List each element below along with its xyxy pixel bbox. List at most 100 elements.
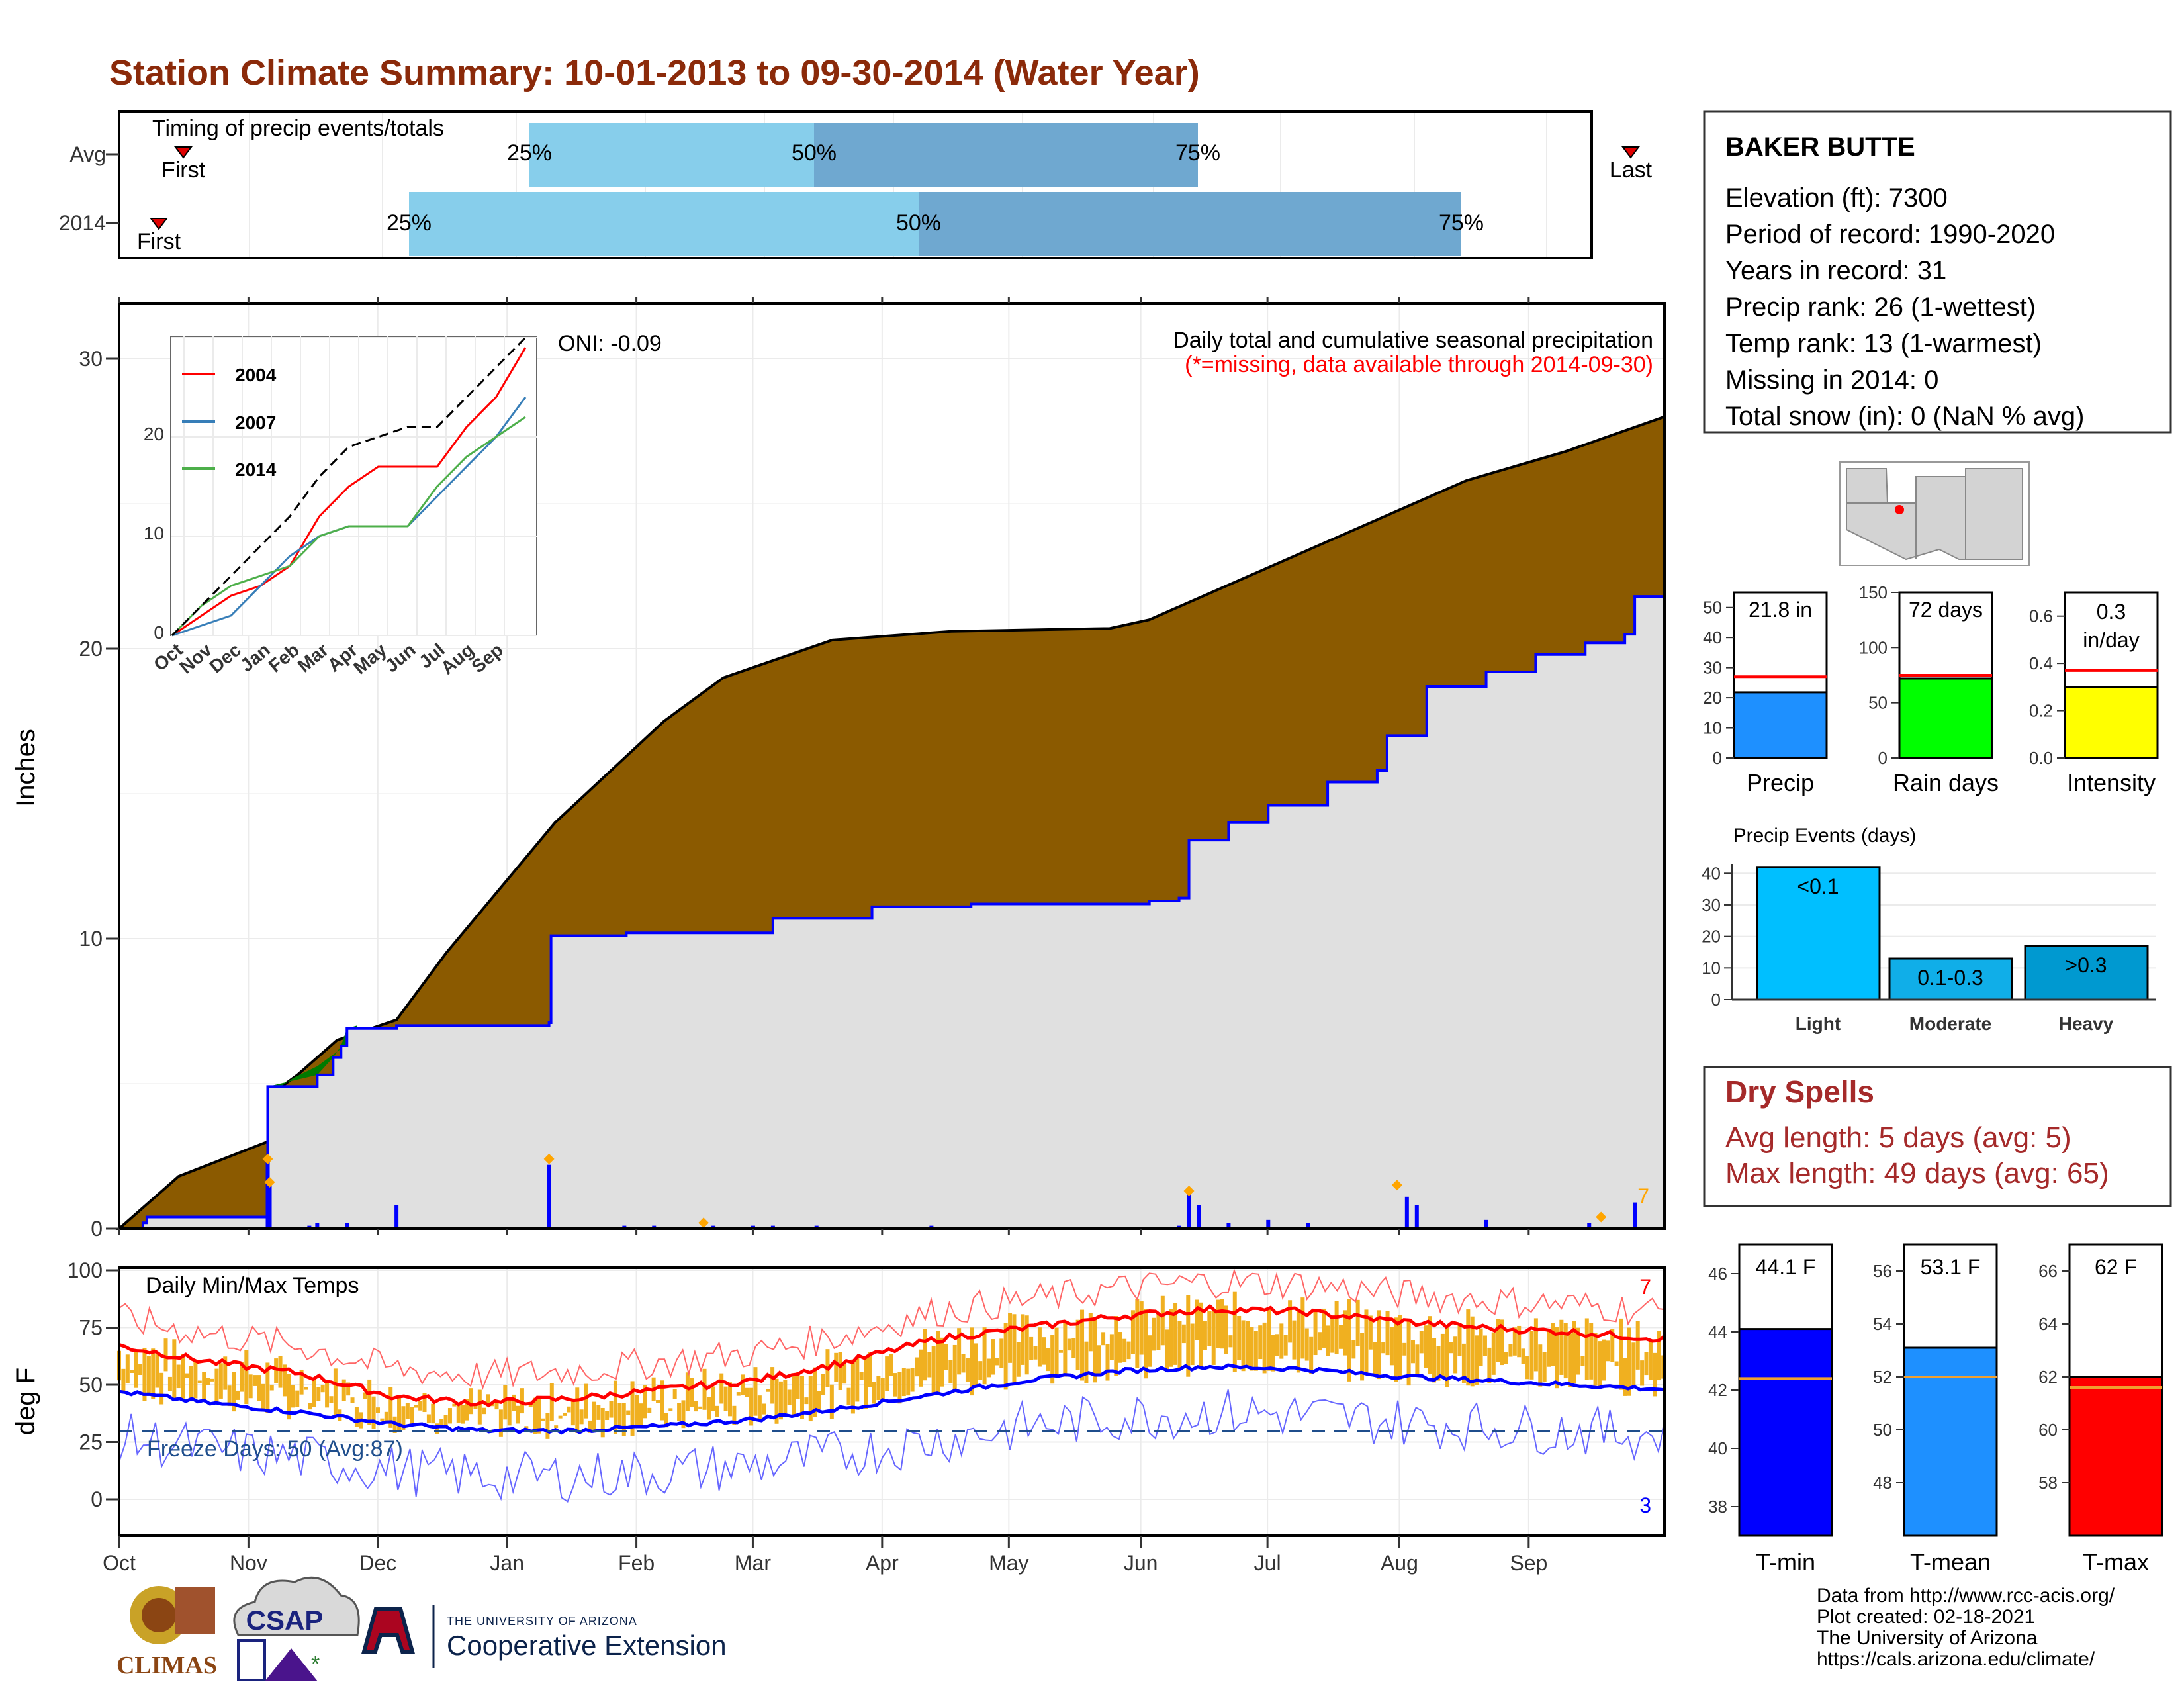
- temp-range-bar: [274, 1358, 279, 1383]
- temp-range-bar: [948, 1360, 953, 1383]
- daily-precip-bar: [1306, 1223, 1310, 1229]
- temp-range-bar: [1279, 1323, 1284, 1359]
- timing-row-year: 2014: [59, 211, 106, 235]
- temp-range-bar: [1606, 1340, 1610, 1362]
- temp-range-bar: [915, 1357, 919, 1377]
- temp-range-bar: [354, 1407, 359, 1427]
- temp-range-bar: [1504, 1352, 1509, 1364]
- temp-range-bar: [1538, 1344, 1543, 1387]
- year-first-label: First: [137, 229, 181, 254]
- temp-range-bar: [134, 1349, 138, 1388]
- temp-range-bar: [1445, 1325, 1449, 1388]
- temp-range-bar: [1195, 1299, 1199, 1340]
- temp-range-bar: [512, 1394, 516, 1411]
- events-bar-tag: >0.3: [2065, 953, 2107, 977]
- temp-range-bar: [422, 1393, 427, 1413]
- temp-range-bar: [1165, 1329, 1169, 1372]
- temp-range-bar: [1521, 1348, 1525, 1364]
- year-cumulative-area: [119, 595, 1666, 1230]
- temp-range-bar: [261, 1383, 265, 1409]
- temp-range-bar: [452, 1403, 457, 1407]
- temp-range-bar: [299, 1369, 304, 1395]
- temp-range-bar: [1500, 1319, 1504, 1366]
- temp-range-bar: [465, 1399, 469, 1421]
- temp-range-bar: [269, 1384, 274, 1391]
- temp-range-bar: [1568, 1333, 1572, 1387]
- temp-range-bar: [1496, 1319, 1500, 1362]
- temp-range-bar: [494, 1401, 499, 1410]
- temp-range-bar: [1304, 1328, 1309, 1361]
- temp-range-bar: [999, 1338, 1004, 1368]
- temp-range-bar: [1220, 1299, 1224, 1349]
- temp-range-bar: [265, 1362, 270, 1413]
- avg-last-label: Last: [1610, 158, 1653, 183]
- temp-range-bar: [1440, 1333, 1445, 1378]
- timing-panel: Timing of precip events/totals Avg 2014 …: [59, 110, 1688, 259]
- temp-summary-ytick: 42: [1708, 1380, 1727, 1400]
- temp-range-bar: [855, 1358, 860, 1402]
- temp-range-bar: [146, 1356, 151, 1396]
- temp-range-bar: [1355, 1299, 1360, 1346]
- daily-precip-bar: [315, 1223, 320, 1229]
- events-xlabel: Light: [1796, 1013, 1841, 1034]
- temp-range-bar: [605, 1411, 610, 1421]
- temp-summary-ytick: 48: [1873, 1473, 1892, 1493]
- avg-first-label: First: [161, 158, 206, 183]
- temp-range-bar: [486, 1394, 490, 1407]
- temp-range-bar: [533, 1397, 537, 1434]
- temp-range-bar: [461, 1405, 465, 1424]
- mini-value: 0.3: [2097, 600, 2126, 624]
- temp-range-bar: [1479, 1328, 1483, 1366]
- mini-ytick: 0.0: [2029, 748, 2053, 768]
- footer-line-2: Plot created: 02-18-2021: [1817, 1606, 2035, 1628]
- temp-range-bar: [401, 1406, 406, 1430]
- temp-range-bar: [125, 1354, 130, 1383]
- temp-range-bar: [142, 1347, 147, 1401]
- temp-range-bar: [1373, 1342, 1377, 1376]
- temp-range-bar: [1216, 1299, 1220, 1348]
- temp-range-bar: [1186, 1295, 1191, 1377]
- station-years: Years in record: 31: [1725, 256, 1946, 285]
- daily-precip-bar: [1266, 1219, 1271, 1229]
- temp-range-bar: [762, 1403, 766, 1415]
- temp-range-bar: [1466, 1309, 1471, 1386]
- temp-range-bar: [537, 1397, 541, 1434]
- mini-ytick: 30: [1703, 658, 1722, 678]
- temp-range-bar: [1046, 1348, 1050, 1372]
- temp-range-bar: [375, 1407, 380, 1413]
- temp-range-bar: [1271, 1335, 1275, 1372]
- temp-summary-ytick: 38: [1708, 1497, 1727, 1517]
- climas-text: CLIMAS: [116, 1652, 217, 1679]
- locator-map: [1839, 461, 2030, 566]
- temp-range-bar: [672, 1389, 677, 1399]
- temp-range-bar: [664, 1413, 668, 1428]
- temp-range-bar: [189, 1366, 193, 1402]
- temp-range-bar: [600, 1407, 605, 1438]
- year-last-label: Last: [1645, 229, 1688, 254]
- temp-range-bar: [829, 1384, 834, 1419]
- temp-range-bar: [944, 1344, 948, 1370]
- month-tick: Mar: [735, 1551, 771, 1575]
- temp-range-bar: [473, 1403, 478, 1409]
- temp-range-bar: [821, 1374, 826, 1395]
- mini-value: 21.8 in: [1749, 598, 1812, 622]
- temp-range-bar: [541, 1418, 545, 1421]
- temp-range-bar: [626, 1410, 631, 1415]
- events-bar-tag: 0.1-0.3: [1917, 966, 1983, 990]
- mini-label: Intensity: [2067, 769, 2156, 796]
- temp-range-bar: [181, 1354, 185, 1399]
- temp-range-bar: [1377, 1310, 1381, 1380]
- daily-precip-bar: [1587, 1223, 1592, 1229]
- temp-range-bar: [1424, 1325, 1428, 1368]
- temp-range-bar: [1105, 1344, 1110, 1381]
- mini-ytick: 0.6: [2029, 606, 2053, 626]
- temp-range-bar: [554, 1425, 559, 1429]
- temp-range-bar: [834, 1352, 839, 1382]
- temp-range-bar: [1436, 1346, 1441, 1381]
- temp-range-bar: [1533, 1318, 1538, 1372]
- temp-range-bar: [1126, 1341, 1131, 1360]
- temp-range-bar: [1253, 1331, 1258, 1371]
- temp-summary-ytick: 62: [2038, 1367, 2058, 1387]
- temp-range-bar: [1555, 1327, 1559, 1389]
